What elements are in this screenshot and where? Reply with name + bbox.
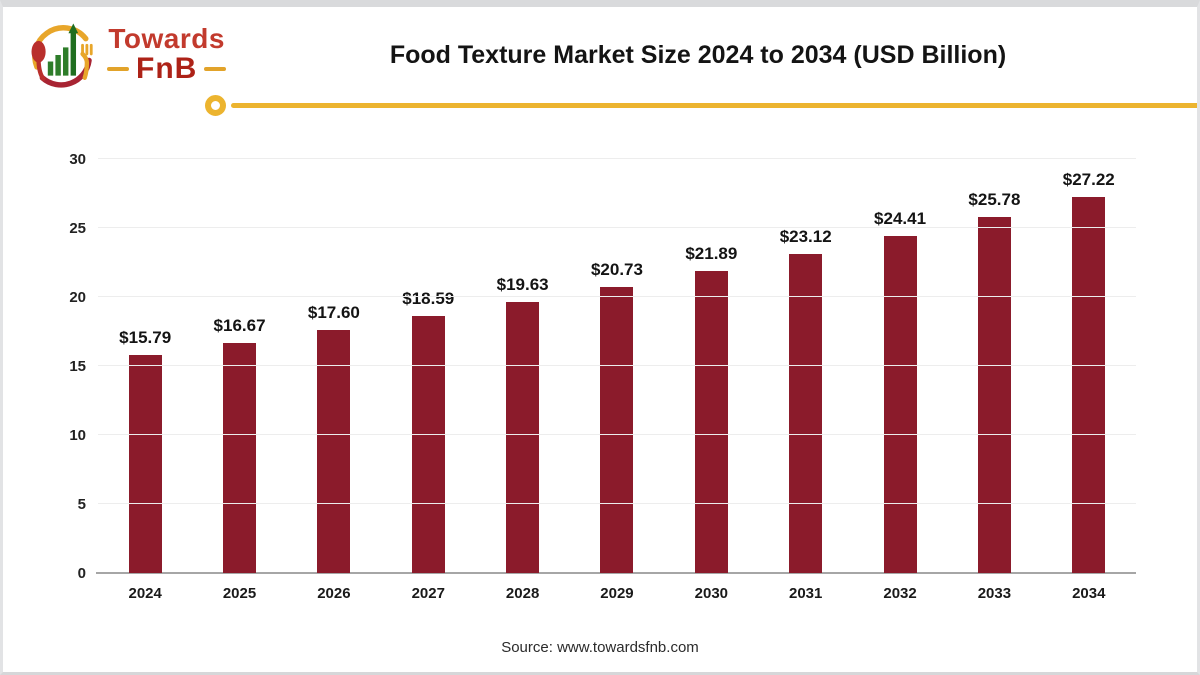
source-note: Source: www.towardsfnb.com <box>501 639 699 656</box>
bar-slot-2034: $27.22 <box>1042 159 1136 573</box>
gridline-5 <box>98 503 1136 504</box>
gridline-20 <box>98 296 1136 297</box>
bar-value-label-2030: $21.89 <box>685 243 738 263</box>
bar-chart-plot-area: $15.79 $16.67 $17.60 $18.59 $19.63 $20.73 $21.… <box>69 151 1136 582</box>
logo-towards-label: Towards <box>108 23 225 55</box>
y-tick-15: 15 <box>69 358 86 375</box>
bar-2025 <box>223 342 257 573</box>
y-tick-20: 20 <box>69 289 86 306</box>
x-tick-2026: 2026 <box>317 585 351 602</box>
bar-value-label-2027: $18.59 <box>402 289 455 309</box>
logo-right-dash <box>204 67 227 72</box>
brand-logo: Towards FnB <box>25 17 227 93</box>
x-tick-2033: 2033 <box>977 585 1012 602</box>
bar-value-label-2026: $17.60 <box>307 303 360 323</box>
bar-value-label-2032: $24.41 <box>874 209 927 229</box>
bar-value-label-2033: $25.78 <box>968 190 1021 210</box>
x-tick-2025: 2025 <box>222 585 257 602</box>
towards-fnb-logo-icon <box>31 23 93 88</box>
gridline-25 <box>98 227 1136 228</box>
bar-value-label-2025: $16.67 <box>213 315 266 335</box>
bar-slot-2031: $23.12 <box>759 159 853 573</box>
gold-divider-dot-icon <box>205 95 226 116</box>
gridline-15 <box>98 365 1136 366</box>
x-tick-2028: 2028 <box>505 585 540 602</box>
bar-value-label-2028: $19.63 <box>496 275 549 295</box>
logo-fnb-label: FnB <box>136 51 198 85</box>
bar-slot-2030: $21.89 <box>664 159 758 573</box>
bar-slot-2029: $20.73 <box>570 159 664 573</box>
x-tick-2031: 2031 <box>789 585 823 602</box>
y-tick-0: 0 <box>77 565 86 582</box>
chart-title: Food Texture Market Size 2024 to 2034 (U… <box>389 41 1007 69</box>
bar-2028 <box>506 302 540 573</box>
bar-slot-2028: $19.63 <box>475 159 569 573</box>
bar-2032 <box>883 236 917 573</box>
bar-value-label-2031: $23.12 <box>779 226 832 246</box>
bar-2030 <box>694 270 728 573</box>
x-tick-2024: 2024 <box>128 585 162 602</box>
gridline-30 <box>98 158 1136 159</box>
bar-2024 <box>128 355 162 573</box>
bar-slot-2025: $16.67 <box>192 159 286 573</box>
bar-slot-2024: $15.79 <box>98 159 192 573</box>
logo-text: Towards FnB <box>107 23 227 85</box>
bar-slot-2033: $25.78 <box>947 159 1041 573</box>
x-tick-2027: 2027 <box>411 585 445 602</box>
y-tick-10: 10 <box>69 427 86 444</box>
logo-left-dash <box>107 67 129 72</box>
bar-slot-2026: $17.60 <box>287 159 381 573</box>
bar-value-label-2034: $27.22 <box>1062 170 1115 190</box>
x-tick-2030: 2030 <box>694 585 729 602</box>
y-tick-5: 5 <box>77 496 86 513</box>
bar-2031 <box>789 253 823 573</box>
bars-container: $15.79 $16.67 $17.60 $18.59 $19.63 $20.73 $21.… <box>98 159 1136 573</box>
bar-value-label-2024: $15.79 <box>119 328 172 348</box>
gold-divider-line <box>231 103 1197 108</box>
x-axis-line <box>96 572 1136 574</box>
bar-2034 <box>1072 197 1106 573</box>
bar-slot-2027: $18.59 <box>381 159 475 573</box>
bar-2029 <box>600 286 634 573</box>
gridline-10 <box>98 434 1136 435</box>
bar-slot-2032: $24.41 <box>853 159 947 573</box>
x-axis-labels: 2024 2025 2026 2027 2028 2029 2030 2031 2032 2033… <box>98 585 1136 602</box>
bar-value-label-2029: $20.73 <box>590 259 643 279</box>
y-tick-25: 25 <box>69 220 86 237</box>
bar-2027 <box>411 316 445 573</box>
bar-2026 <box>317 330 351 573</box>
x-tick-2034: 2034 <box>1072 585 1106 602</box>
bar-2033 <box>977 217 1011 573</box>
x-tick-2032: 2032 <box>883 585 917 602</box>
y-tick-30: 30 <box>69 151 86 168</box>
x-tick-2029: 2029 <box>600 585 634 602</box>
